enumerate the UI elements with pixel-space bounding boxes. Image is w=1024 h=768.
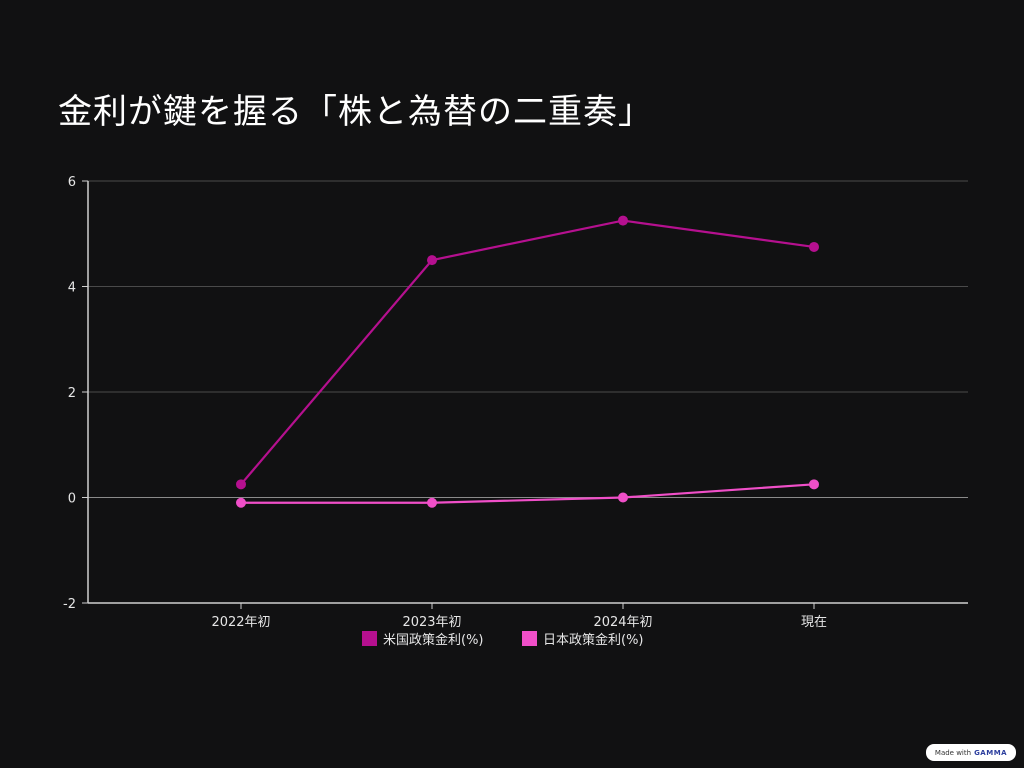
x-tick-label: 現在	[801, 615, 827, 630]
legend-label: 米国政策金利(%)	[383, 632, 484, 648]
grid-lines	[88, 180, 968, 498]
badge-brand: GAMMA	[974, 748, 1008, 757]
data-point	[427, 255, 437, 266]
data-point	[618, 215, 628, 226]
x-tick-label: 2022年初	[211, 615, 270, 630]
x-tick-label: 2023年初	[402, 615, 461, 630]
y-tick-label: -2	[63, 597, 76, 612]
series-line-1	[241, 483, 815, 504]
data-point	[809, 241, 819, 252]
y-tick-label: 2	[68, 386, 76, 401]
legend-label: 日本政策金利(%)	[543, 632, 644, 648]
series-line-0	[240, 219, 815, 486]
x-tick-label: 2024年初	[593, 615, 652, 630]
legend-swatch	[362, 631, 377, 646]
x-axis-ticks: 2022年初 2023年初 2024年初 現在	[211, 603, 827, 630]
page-title: 金利が鍵を握る「株と為替の二重奏」	[58, 92, 653, 132]
y-tick-label: 6	[68, 175, 76, 190]
data-point	[236, 497, 246, 508]
data-point	[618, 492, 628, 503]
data-point	[809, 479, 819, 490]
legend-swatch	[522, 631, 537, 646]
legend: 米国政策金利(%) 日本政策金利(%)	[362, 631, 644, 648]
data-point	[427, 497, 437, 508]
data-point	[236, 479, 246, 490]
made-with-badge[interactable]: Made with GAMMA	[926, 744, 1016, 761]
y-axis-ticks: -2 0 2 4 6	[63, 175, 88, 612]
y-tick-label: 4	[68, 281, 76, 296]
y-tick-label: 0	[68, 492, 76, 507]
series-group	[236, 215, 819, 508]
badge-prefix: Made with	[934, 748, 972, 757]
